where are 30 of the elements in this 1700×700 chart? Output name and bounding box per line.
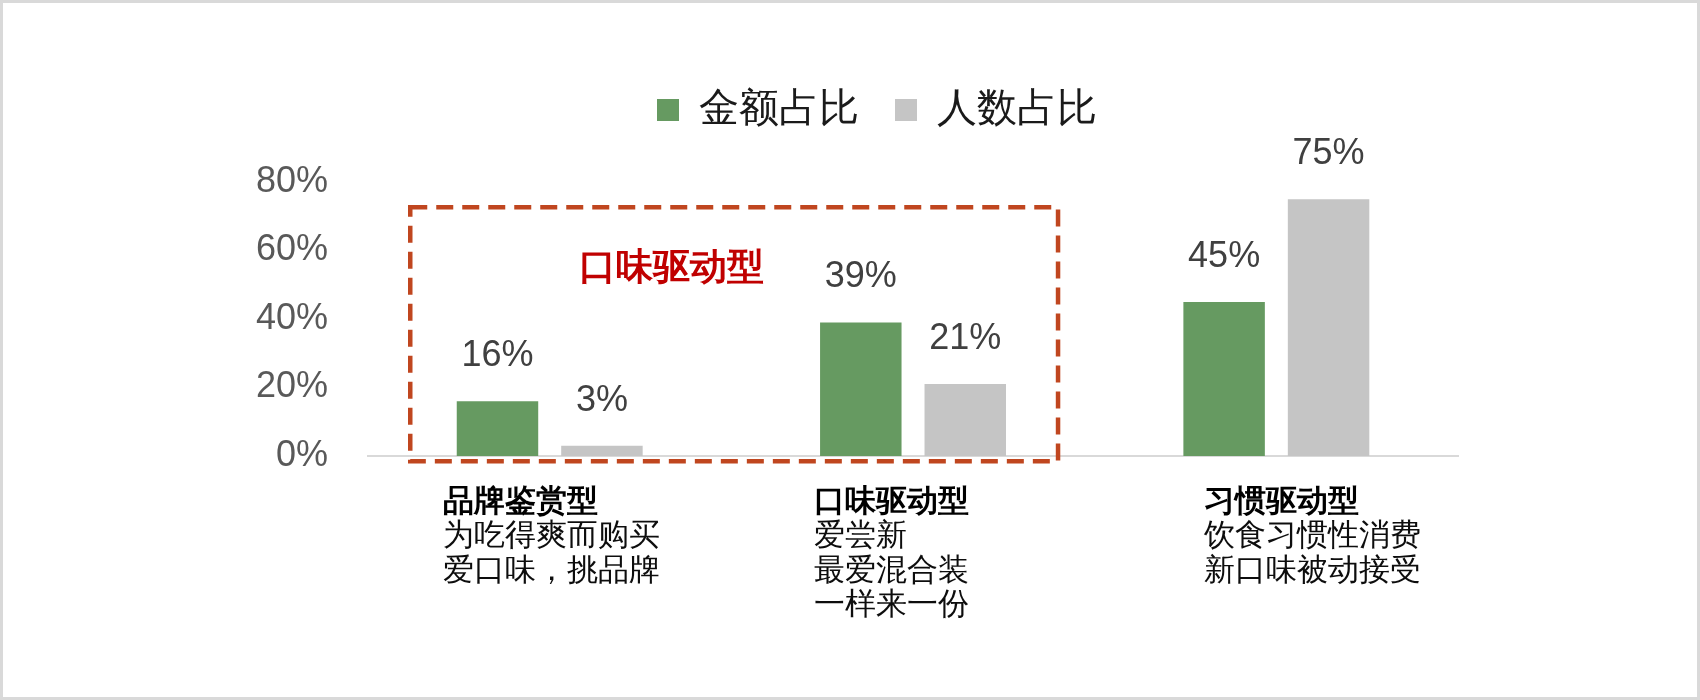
bar (820, 322, 902, 456)
text: 为吃得爽而购买 (442, 517, 660, 553)
x-tick-label: 品牌鉴赏型 (442, 482, 598, 518)
bar (456, 401, 539, 456)
data-label: 3% (575, 377, 628, 419)
y-tick-label: 0% (276, 432, 329, 474)
x-tick-label: 习惯驱动型 (1204, 482, 1360, 518)
data-label: 75% (1292, 131, 1365, 173)
text: 爱尝新 (814, 517, 908, 553)
x-tick-label: 口味驱动型 (814, 482, 970, 518)
legend-label: 金额占比 (699, 85, 859, 130)
data-label: 45% (1188, 233, 1261, 275)
bar (924, 384, 1006, 456)
y-tick-label: 40% (255, 295, 329, 337)
y-tick-label: 80% (255, 158, 329, 200)
text: 新口味被动接受 (1204, 551, 1422, 587)
bar (561, 445, 643, 456)
text: 最爱混合装 (814, 551, 970, 587)
data-label: 21% (929, 316, 1002, 357)
bar (1183, 301, 1265, 456)
text: 一样来一份 (814, 586, 970, 622)
data-label: 16% (461, 333, 534, 375)
y-tick-label: 60% (255, 227, 329, 269)
text: 爱口味，挑品牌 (442, 551, 660, 587)
text: 饮食习惯性消费 (1203, 517, 1422, 553)
y-tick-label: 20% (255, 364, 329, 406)
legend-label: 人数占比 (937, 85, 1097, 130)
data-label: 39% (824, 254, 897, 296)
bar (1287, 199, 1370, 456)
annotation: 口味驱动型 (579, 246, 765, 288)
